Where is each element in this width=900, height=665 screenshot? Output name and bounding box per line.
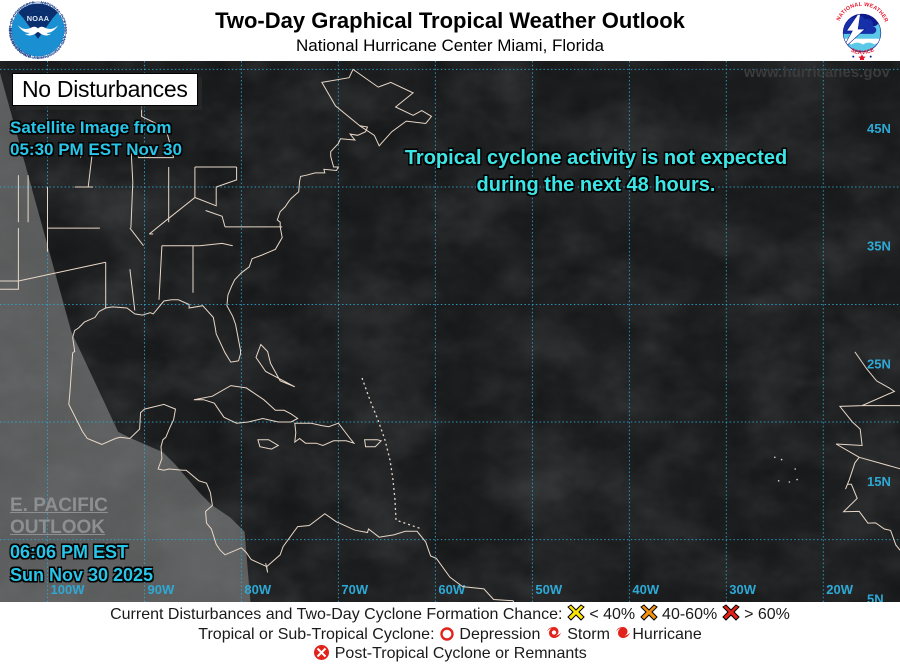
svg-text:15N: 15N <box>867 474 891 489</box>
svg-text:25N: 25N <box>867 356 891 371</box>
svg-text:30W: 30W <box>729 582 756 597</box>
svg-text:40W: 40W <box>632 582 659 597</box>
svg-text:35N: 35N <box>867 239 891 254</box>
svg-text:20W: 20W <box>826 582 853 597</box>
svg-text:5N: 5N <box>867 591 884 602</box>
svg-text:80W: 80W <box>244 582 271 597</box>
svg-text:70W: 70W <box>341 582 368 597</box>
svg-text:45N: 45N <box>867 121 891 136</box>
svg-text:50W: 50W <box>535 582 562 597</box>
svg-text:60W: 60W <box>438 582 465 597</box>
